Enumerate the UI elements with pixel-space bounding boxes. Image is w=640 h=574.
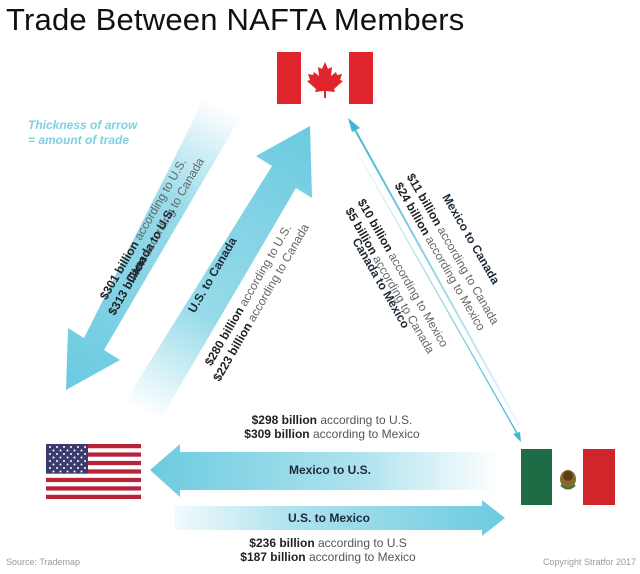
arrow-mexico-to-canada [353,127,520,426]
arrow-mexico-to-us [150,444,500,497]
source-note: Source: Trademap [6,557,81,567]
legend-line-1: Thickness of arrow [28,118,138,132]
arrow-canada-to-us [66,97,240,390]
arrow-us-to-canada [126,126,312,420]
arrow-mexico-to-canada-head [348,118,360,132]
mexico-to-us-line-1: $298 billion according to U.S. [251,413,413,427]
copyright-note: Copyright Stratfor 2017 [542,557,636,567]
mexico-to-us-label: Mexico to U.S. [289,463,372,477]
legend: Thickness of arrow = amount of trade [28,118,137,148]
arrow-canada-to-mexico [355,149,519,436]
mexico-to-us-values: $298 billion according to U.S. $309 bill… [222,413,442,441]
page-title: Trade Between NAFTA Members [6,2,465,37]
us-to-mexico-line-1: $236 billion according to U.S [249,536,407,550]
us-to-mexico-line-2: $187 billion according to Mexico [240,550,416,564]
us-to-mexico-values: $236 billion according to U.S $187 billi… [218,536,438,564]
canada-flag [277,52,373,104]
usa-flag [46,444,141,499]
arrow-us-to-mexico [175,500,505,536]
mexico-flag [521,449,615,505]
legend-line-2: = amount of trade [28,133,130,147]
us-to-mexico-label: U.S. to Mexico [288,511,371,525]
arrow-canada-to-mexico-head [513,432,521,442]
mexico-to-us-line-2: $309 billion according to Mexico [244,427,420,441]
